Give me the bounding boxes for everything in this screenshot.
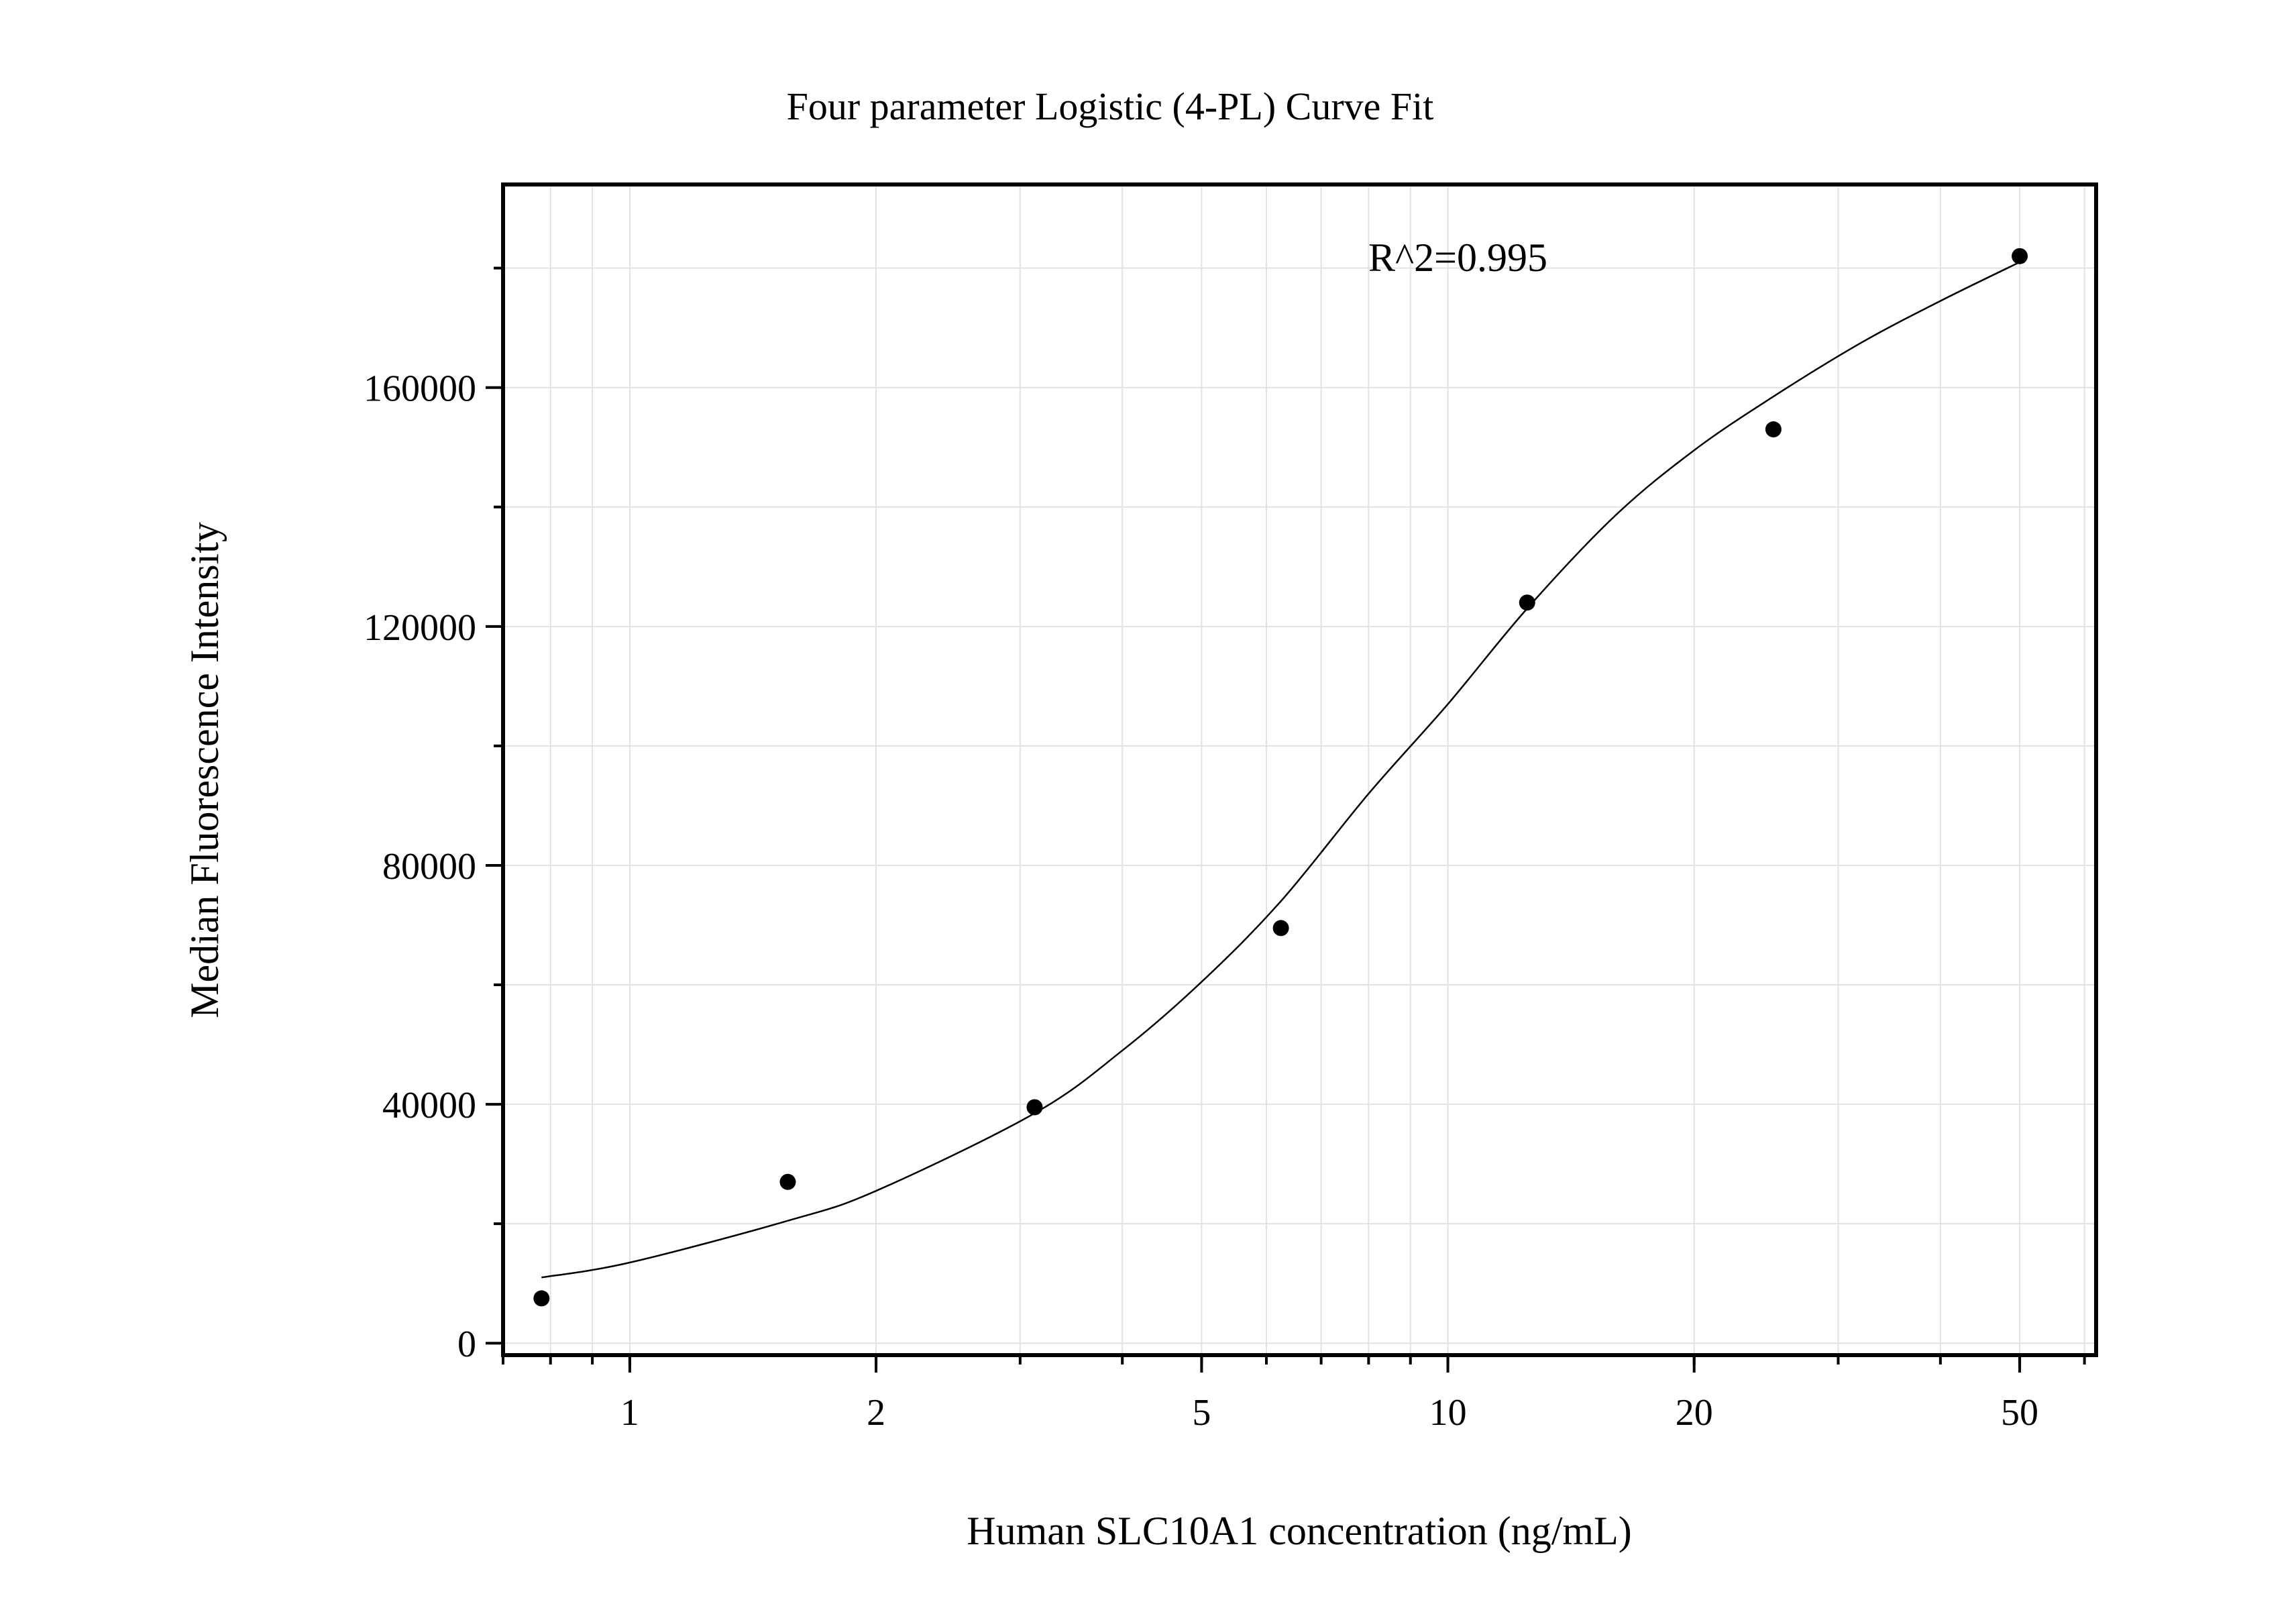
data-point xyxy=(1272,920,1289,937)
data-point xyxy=(1519,594,1535,611)
chart-title: Four parameter Logistic (4-PL) Curve Fit xyxy=(787,85,1434,128)
data-point xyxy=(533,1290,550,1307)
data-point xyxy=(1765,421,1782,438)
axis-ticks xyxy=(486,266,2086,1373)
y-tick-label: 0 xyxy=(457,1324,476,1365)
x-tick-label: 1 xyxy=(620,1392,639,1434)
x-axis-title: Human SLC10A1 concentration (ng/mL) xyxy=(967,1509,1631,1553)
fit-curve-line xyxy=(541,261,2020,1279)
x-tick-label: 20 xyxy=(1676,1392,1713,1434)
x-tick-label: 50 xyxy=(2001,1392,2038,1434)
y-tick-label: 80000 xyxy=(382,846,476,888)
x-tick-label: 5 xyxy=(1192,1392,1211,1434)
data-point xyxy=(779,1173,796,1190)
data-point xyxy=(2012,248,2028,264)
data-point xyxy=(1026,1099,1043,1116)
x-tick-label: 2 xyxy=(867,1392,885,1434)
y-tick-label: 160000 xyxy=(364,368,476,410)
y-axis-title: Median Fluorescence Intensity xyxy=(182,522,227,1018)
grid xyxy=(502,184,2096,1355)
r-squared-annotation: R^2=0.995 xyxy=(1368,235,1547,280)
data-points xyxy=(533,248,2028,1307)
y-tick-label: 120000 xyxy=(364,607,476,649)
x-tick-label: 10 xyxy=(1429,1392,1467,1434)
tick-labels: 1 2 5 10 20 50 0 40000 80000 120000 160000 xyxy=(364,368,2038,1434)
plot-area-frame xyxy=(501,182,2098,1357)
y-tick-label: 40000 xyxy=(382,1085,476,1126)
fit-curve-layer xyxy=(541,261,2020,1279)
